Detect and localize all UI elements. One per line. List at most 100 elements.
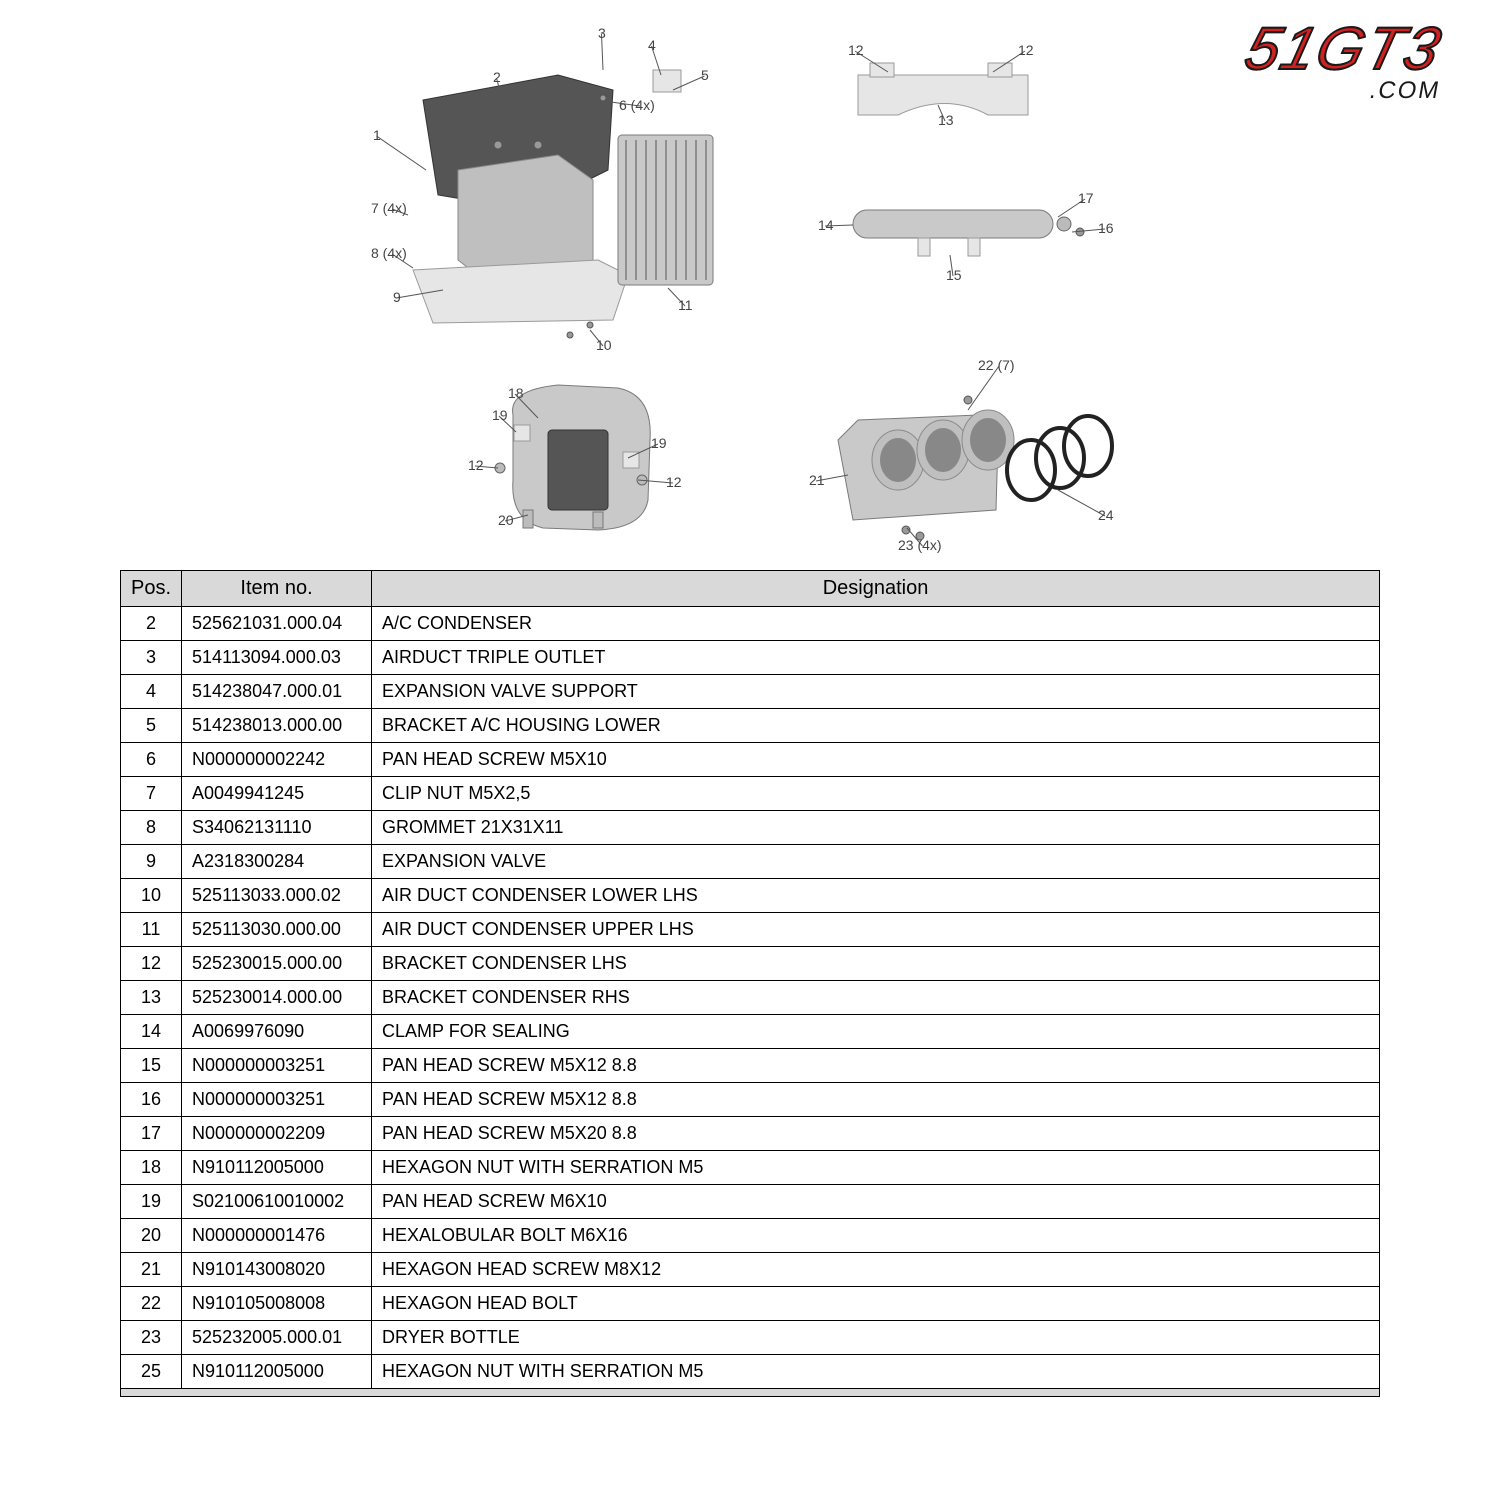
part-clamp-ring-2	[1036, 428, 1084, 488]
table-footer-strip	[121, 1389, 1380, 1397]
part-bracket-wide	[858, 75, 1028, 115]
cell-pos: 9	[121, 845, 182, 879]
callout-22: 22 (7)	[978, 357, 1015, 373]
cell-designation: BRACKET CONDENSER RHS	[372, 981, 1380, 1015]
table-row: 12525230015.000.00BRACKET CONDENSER LHS	[121, 947, 1380, 981]
table-row: 18N910112005000HEXAGON NUT WITH SERRATIO…	[121, 1151, 1380, 1185]
cell-item: 514238013.000.00	[182, 709, 372, 743]
exploded-diagram: 123456 (4x)7 (4x)8 (4x)91011121213141516…	[48, 20, 1452, 560]
cell-pos: 20	[121, 1219, 182, 1253]
callout-3: 3	[598, 25, 606, 41]
cell-pos: 25	[121, 1355, 182, 1389]
cell-pos: 17	[121, 1117, 182, 1151]
table-row: 14A0069976090CLAMP FOR SEALING	[121, 1015, 1380, 1049]
cell-item: S34062131110	[182, 811, 372, 845]
cell-item: 525113033.000.02	[182, 879, 372, 913]
cell-item: N000000001476	[182, 1219, 372, 1253]
callout-8: 8 (4x)	[371, 245, 407, 261]
callout-14: 14	[818, 217, 834, 233]
table-row: 16N000000003251PAN HEAD SCREW M5X12 8.8	[121, 1083, 1380, 1117]
cell-pos: 6	[121, 743, 182, 777]
cell-pos: 23	[121, 1321, 182, 1355]
table-row: 4514238047.000.01EXPANSION VALVE SUPPORT	[121, 675, 1380, 709]
cell-designation: HEXALOBULAR BOLT M6X16	[372, 1219, 1380, 1253]
cell-item: S02100610010002	[182, 1185, 372, 1219]
cell-pos: 8	[121, 811, 182, 845]
cell-designation: BRACKET A/C HOUSING LOWER	[372, 709, 1380, 743]
table-row: 23525232005.000.01DRYER BOTTLE	[121, 1321, 1380, 1355]
cell-pos: 7	[121, 777, 182, 811]
table-row: 8S34062131110GROMMET 21X31X11	[121, 811, 1380, 845]
callout-18: 18	[508, 385, 524, 401]
cell-designation: PAN HEAD SCREW M5X12 8.8	[372, 1083, 1380, 1117]
cell-designation: PAN HEAD SCREW M5X10	[372, 743, 1380, 777]
cell-item: A2318300284	[182, 845, 372, 879]
cell-pos: 13	[121, 981, 182, 1015]
callout-12c: 12	[468, 457, 484, 473]
table-row: 20N000000001476HEXALOBULAR BOLT M6X16	[121, 1219, 1380, 1253]
table-row: 3514113094.000.03AIRDUCT TRIPLE OUTLET	[121, 641, 1380, 675]
cell-item: A0049941245	[182, 777, 372, 811]
cell-item: 514113094.000.03	[182, 641, 372, 675]
table-row: 25N910112005000HEXAGON NUT WITH SERRATIO…	[121, 1355, 1380, 1389]
callout-11: 11	[678, 297, 693, 313]
cell-item: 525230014.000.00	[182, 981, 372, 1015]
callout-1: 1	[373, 127, 381, 143]
col-pos: Pos.	[121, 571, 182, 607]
table-row: 5514238013.000.00BRACKET A/C HOUSING LOW…	[121, 709, 1380, 743]
col-designation: Designation	[372, 571, 1380, 607]
cell-pos: 19	[121, 1185, 182, 1219]
callout-6: 6 (4x)	[619, 97, 655, 113]
cell-designation: AIR DUCT CONDENSER LOWER LHS	[372, 879, 1380, 913]
cell-designation: HEXAGON HEAD BOLT	[372, 1287, 1380, 1321]
cell-designation: AIR DUCT CONDENSER UPPER LHS	[372, 913, 1380, 947]
cell-pos: 22	[121, 1287, 182, 1321]
callout-7: 7 (4x)	[371, 200, 407, 216]
table-row: 7A0049941245CLIP NUT M5X2,5	[121, 777, 1380, 811]
cell-pos: 18	[121, 1151, 182, 1185]
callout-20: 20	[498, 512, 514, 528]
cell-designation: A/C CONDENSER	[372, 607, 1380, 641]
cell-pos: 16	[121, 1083, 182, 1117]
cell-designation: EXPANSION VALVE	[372, 845, 1380, 879]
callout-12a: 12	[848, 42, 864, 58]
cell-item: N000000002242	[182, 743, 372, 777]
table-row: 9A2318300284EXPANSION VALVE	[121, 845, 1380, 879]
callout-13: 13	[938, 112, 954, 128]
cell-item: N000000003251	[182, 1083, 372, 1117]
callout-9: 9	[393, 289, 401, 305]
callout-23: 23 (4x)	[898, 537, 942, 553]
cell-item: N910105008008	[182, 1287, 372, 1321]
cell-designation: HEXAGON NUT WITH SERRATION M5	[372, 1355, 1380, 1389]
cell-designation: PAN HEAD SCREW M5X20 8.8	[372, 1117, 1380, 1151]
cell-item: N910112005000	[182, 1355, 372, 1389]
table-row: 15N000000003251PAN HEAD SCREW M5X12 8.8	[121, 1049, 1380, 1083]
callout-10: 10	[596, 337, 612, 353]
cell-pos: 5	[121, 709, 182, 743]
cell-item: A0069976090	[182, 1015, 372, 1049]
cell-designation: HEXAGON HEAD SCREW M8X12	[372, 1253, 1380, 1287]
cell-pos: 21	[121, 1253, 182, 1287]
part-clamp-ring-1	[1007, 440, 1055, 500]
table-row: 11525113030.000.00AIR DUCT CONDENSER UPP…	[121, 913, 1380, 947]
table-row: 17N000000002209PAN HEAD SCREW M5X20 8.8	[121, 1117, 1380, 1151]
part-dryer-tube	[853, 210, 1053, 238]
table-row: 22N910105008008HEXAGON HEAD BOLT	[121, 1287, 1380, 1321]
page-root: 51GT3 .COM	[0, 0, 1500, 1500]
callout-17: 17	[1078, 190, 1094, 206]
callout-16: 16	[1098, 220, 1114, 236]
cell-item: 514238047.000.01	[182, 675, 372, 709]
cell-item: 525113030.000.00	[182, 913, 372, 947]
table-row: 21N910143008020HEXAGON HEAD SCREW M8X12	[121, 1253, 1380, 1287]
table-row: 19S02100610010002PAN HEAD SCREW M6X10	[121, 1185, 1380, 1219]
cell-item: N910143008020	[182, 1253, 372, 1287]
cell-designation: EXPANSION VALVE SUPPORT	[372, 675, 1380, 709]
cell-item: 525232005.000.01	[182, 1321, 372, 1355]
table-row: 13525230014.000.00BRACKET CONDENSER RHS	[121, 981, 1380, 1015]
cell-item: 525230015.000.00	[182, 947, 372, 981]
part-expansion-valve	[548, 430, 608, 510]
part-lower-tray	[413, 260, 628, 323]
cell-pos: 14	[121, 1015, 182, 1049]
parts-table: Pos. Item no. Designation 2525621031.000…	[120, 570, 1380, 1397]
cell-item: N000000002209	[182, 1117, 372, 1151]
